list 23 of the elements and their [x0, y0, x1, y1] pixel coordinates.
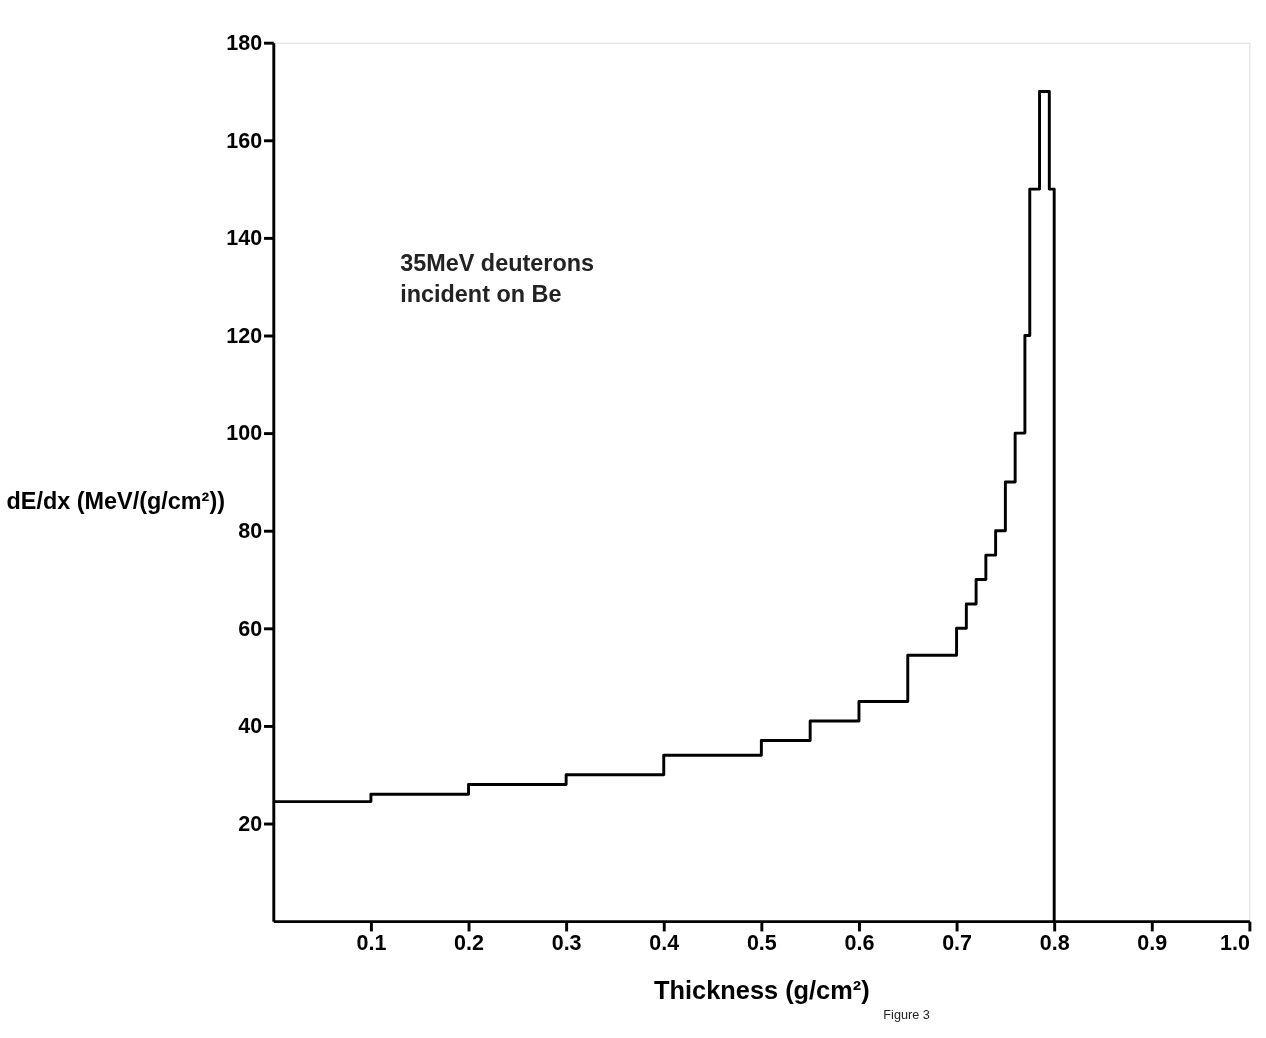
x-tick-label: 0.6 [844, 930, 875, 955]
y-tick-label: 60 [238, 616, 263, 641]
x-tick-label: 0.4 [649, 930, 680, 955]
x-tick-label: 0.2 [454, 930, 484, 955]
x-axis-title: Thickness (g/cm²) [654, 975, 870, 1004]
y-tick-label: 140 [226, 226, 263, 251]
y-tick-label: 100 [226, 421, 263, 446]
y-tick-label: 80 [238, 519, 263, 544]
x-tick-label: 0.5 [746, 930, 777, 955]
x-tick-label: 0.7 [942, 930, 972, 955]
y-tick-label: 40 [238, 714, 263, 739]
y-tick-label: 160 [226, 128, 263, 153]
y-axis-title: dE/dx (MeV/(g/cm²)) [6, 487, 225, 514]
x-tick-label: 0.8 [1039, 930, 1070, 955]
y-tick-label: 180 [226, 31, 263, 55]
x-tick-label: 0.9 [1137, 930, 1168, 955]
annotation: 35MeV deuterons incident on Be [400, 250, 595, 307]
x-tick-label: 0.3 [551, 930, 582, 955]
caption: Figure 3 [883, 1007, 930, 1022]
y-tick-label: 120 [226, 323, 263, 348]
x-tick-label: 0.1 [356, 930, 387, 955]
x-tick-label: 1.0 [1220, 930, 1250, 955]
y-tick-label: 20 [238, 811, 263, 836]
